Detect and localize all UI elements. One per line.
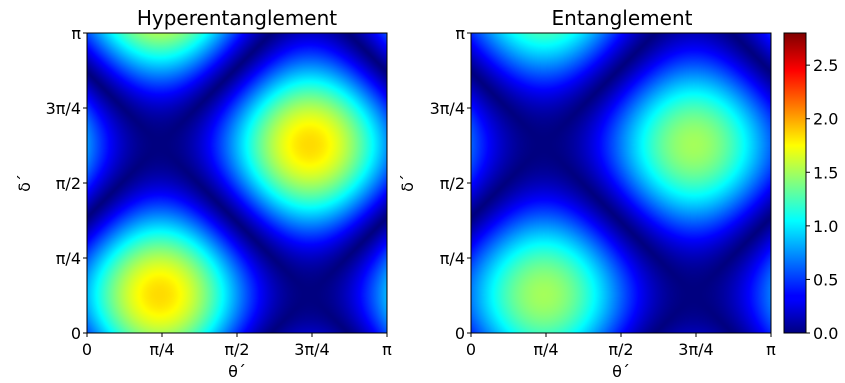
x-tick-label: π/2 [224,340,249,359]
panel-entanglement: Entanglement 0 π/4 π/2 3π/4 π 0 π/4 π/2 3π/4 π θ´… [398,6,776,381]
colorbar-tick-label: 1.0 [813,217,838,236]
colorbar-tick-label: 0.0 [813,324,838,343]
x-tick-label: π [766,340,776,359]
x-tick-label: π/4 [533,340,558,359]
y-tick-label: π/4 [56,249,81,268]
heatmap-entanglement [471,33,771,333]
colorbar-tick-label: 2.0 [813,110,838,129]
colorbar-tick-label: 1.5 [813,163,838,182]
heatmap-image-container [471,33,771,333]
axis-ticks: 0 π/4 π/2 3π/4 π 0 π/4 π/2 3π/4 π [46,24,393,359]
colorbar-tick-label: 2.5 [813,56,838,75]
y-tick-label: 3π/4 [430,99,465,118]
y-tick-label: 0 [455,324,465,343]
heatmap-hyperentanglement [87,33,387,333]
y-tick-label: π [455,24,465,43]
y-tick-label: π [71,24,81,43]
x-tick-label: π/2 [608,340,633,359]
x-tick-label: π [382,340,392,359]
x-tick-label: π/4 [149,340,174,359]
x-tick-label: 3π/4 [294,340,329,359]
y-tick-label: π/2 [440,174,465,193]
x-tick-label: 0 [82,340,92,359]
colorbar-gradient [783,32,807,334]
colorbar-ticks: 0.0 0.5 1.0 1.5 2.0 2.5 [806,56,838,343]
x-axis-label: θ´ [612,362,630,381]
y-tick-label: 3π/4 [46,99,81,118]
y-tick-label: 0 [71,324,81,343]
panel-title: Entanglement [552,6,693,30]
x-tick-label: 3π/4 [678,340,713,359]
y-tick-label: π/4 [440,249,465,268]
panel-title: Hyperentanglement [137,6,337,30]
y-axis-label: δ´ [398,174,417,192]
colorbar: 0.0 0.5 1.0 1.5 2.0 2.5 [783,32,838,343]
x-tick-label: 0 [466,340,476,359]
y-axis-label: δ´ [15,174,34,192]
colorbar-tick-label: 0.5 [813,270,838,289]
panel-hyperentanglement: Hyperentanglement 0 π/4 π/2 3π/4 π 0 π/4 π/2 3π/… [15,6,392,381]
heatmap-image-container [87,33,387,333]
x-axis-label: θ´ [228,362,246,381]
y-tick-label: π/2 [56,174,81,193]
axis-ticks: 0 π/4 π/2 3π/4 π 0 π/4 π/2 3π/4 π [430,24,777,359]
